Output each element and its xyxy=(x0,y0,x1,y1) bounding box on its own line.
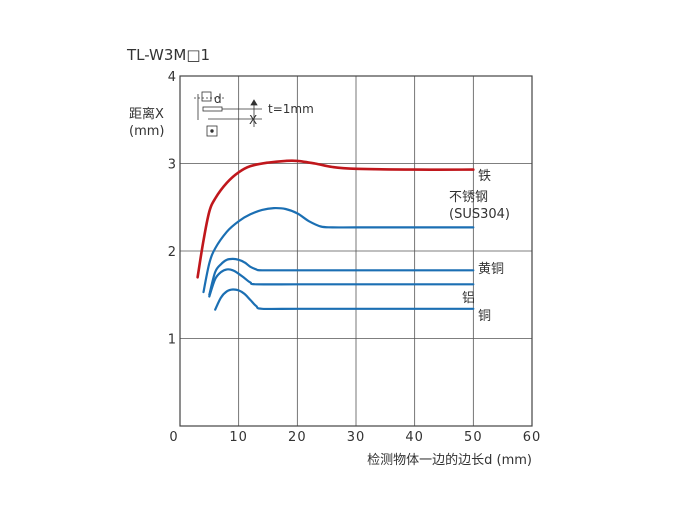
series-line-4 xyxy=(214,288,475,311)
y-axis-label-line1: 距离X xyxy=(129,106,164,122)
inset-diagram xyxy=(194,91,262,137)
y-tick-labels: 1 2 3 4 xyxy=(168,70,176,348)
x-tick-label-0: 0 xyxy=(169,430,178,445)
y-tick-label-4: 4 xyxy=(168,70,176,85)
plot-area-frame xyxy=(179,75,533,427)
x-tick-label-10: 10 xyxy=(229,430,248,445)
series-lines xyxy=(196,159,475,311)
series-label-stainless: 不锈钢 xyxy=(449,190,488,205)
series-line-0 xyxy=(196,159,475,279)
y-tick-label-2: 2 xyxy=(168,245,176,260)
grid xyxy=(180,76,532,426)
chart-title: TL-W3M□1 xyxy=(126,46,210,64)
y-tick-label-1: 1 xyxy=(168,333,176,348)
x-tick-label-50: 50 xyxy=(464,430,483,445)
series-line-1 xyxy=(202,206,475,294)
series-label-aluminum: 铝 xyxy=(462,291,475,306)
series-label-copper: 铜 xyxy=(478,309,491,324)
series-line-2 xyxy=(208,257,475,296)
series-label-stainless-sub: (SUS304) xyxy=(449,207,510,222)
x-tick-label-40: 40 xyxy=(405,430,424,445)
inset-x-label: X xyxy=(249,113,257,127)
inset-thickness-label: t=1mm xyxy=(268,102,314,116)
y-tick-label-3: 3 xyxy=(168,158,176,173)
x-axis-label: 检测物体一边的边长d (mm) xyxy=(367,452,532,468)
series-label-brass: 黄铜 xyxy=(478,262,504,277)
x-tick-label-60: 60 xyxy=(523,430,542,445)
series-label-iron: 铁 xyxy=(478,169,491,184)
x-tick-label-30: 30 xyxy=(347,430,366,445)
inset-d-label: d xyxy=(214,92,222,106)
y-axis-label-line2: (mm) xyxy=(129,124,164,139)
series-line-3 xyxy=(208,268,475,298)
x-tick-labels: 0 10 20 30 40 50 60 xyxy=(169,430,542,445)
x-tick-label-20: 20 xyxy=(288,430,307,445)
